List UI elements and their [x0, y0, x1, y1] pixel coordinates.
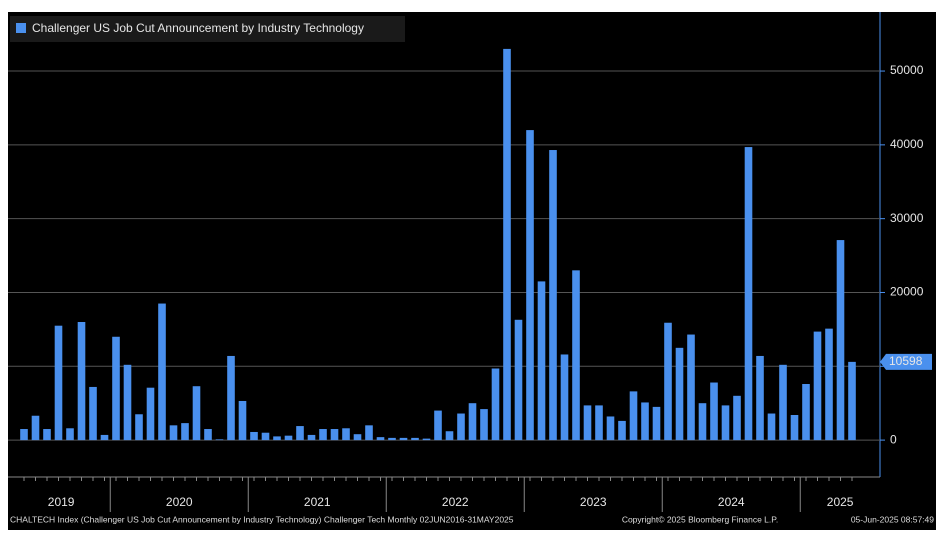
bar	[169, 425, 178, 441]
bar	[365, 425, 373, 441]
bar	[376, 437, 385, 441]
footer-center: Copyright© 2025 Bloomberg Finance L.P.	[622, 514, 778, 524]
bar	[675, 347, 684, 441]
y-tick-label: 0	[890, 432, 897, 446]
bar	[503, 48, 511, 441]
bar	[733, 395, 741, 441]
bar	[790, 415, 799, 441]
bar	[572, 270, 580, 441]
bar	[802, 384, 810, 441]
bar	[112, 336, 120, 441]
y-tick-label: 30000	[890, 211, 924, 225]
bar	[135, 414, 143, 441]
footer-right: 05-Jun-2025 08:57:49	[851, 514, 934, 524]
bar	[434, 410, 442, 441]
bar	[227, 355, 235, 441]
bar	[100, 434, 109, 441]
x-tick-label: 2023	[580, 495, 607, 509]
bar	[158, 303, 166, 441]
bar	[307, 434, 316, 441]
bar	[192, 386, 201, 441]
bar	[595, 405, 603, 441]
bar	[836, 240, 845, 441]
y-tick-label: 40000	[890, 137, 924, 151]
bar	[319, 429, 327, 441]
y-tick-label: 50000	[890, 63, 924, 77]
bar	[146, 387, 155, 441]
bar	[54, 325, 63, 441]
bar	[537, 281, 546, 441]
bar	[583, 405, 592, 441]
bar	[560, 354, 569, 441]
legend-box	[10, 16, 405, 42]
bar	[514, 319, 523, 441]
footer-left: CHALTECH Index (Challenger US Job Cut An…	[10, 514, 514, 524]
bar	[825, 328, 833, 441]
bar	[250, 431, 258, 441]
bar	[388, 437, 396, 441]
bar	[549, 150, 557, 441]
bar	[710, 382, 718, 441]
bar	[215, 439, 224, 441]
bar	[652, 406, 661, 441]
bar	[698, 403, 707, 441]
bar	[526, 130, 534, 441]
bar	[848, 361, 856, 441]
bar	[181, 423, 189, 441]
background	[8, 12, 936, 530]
x-tick-label: 2024	[718, 495, 745, 509]
bar	[43, 429, 51, 441]
bar	[89, 386, 97, 441]
bar	[779, 364, 787, 441]
y-tick-label: 20000	[890, 285, 924, 299]
legend-label: Challenger US Job Cut Announcement by In…	[32, 21, 364, 35]
x-tick-label: 2019	[48, 495, 75, 509]
bar	[767, 413, 776, 441]
bar	[238, 400, 247, 441]
last-value-tag	[880, 353, 932, 370]
bar	[629, 391, 638, 441]
bar	[480, 409, 488, 441]
bar	[284, 435, 293, 441]
bar	[273, 436, 281, 441]
bar	[445, 431, 454, 441]
bar	[641, 402, 649, 441]
bar	[687, 334, 695, 441]
bar	[606, 416, 615, 441]
bar	[491, 368, 500, 441]
bar	[618, 420, 626, 441]
bar	[296, 426, 304, 441]
bar	[457, 413, 465, 441]
bar	[342, 428, 350, 441]
last-value-label: 10598	[889, 354, 923, 368]
bar	[204, 429, 212, 441]
bar	[399, 437, 408, 441]
bar	[31, 415, 40, 441]
bar	[261, 432, 270, 441]
bar	[411, 437, 419, 441]
bar	[422, 438, 431, 441]
bar	[744, 147, 753, 441]
bar	[123, 364, 132, 441]
bar	[20, 429, 28, 441]
bar	[813, 331, 822, 441]
bar	[353, 434, 362, 441]
x-tick-label: 2022	[442, 495, 469, 509]
legend-swatch	[16, 23, 26, 33]
bar	[721, 405, 730, 441]
bar	[756, 355, 764, 441]
x-tick-label: 2021	[304, 495, 331, 509]
x-tick-label: 2025	[827, 495, 854, 509]
bar	[468, 403, 477, 441]
bar	[330, 429, 339, 441]
bar	[66, 428, 74, 441]
x-tick-label: 2020	[166, 495, 193, 509]
bar	[664, 322, 672, 441]
bar	[77, 322, 86, 441]
